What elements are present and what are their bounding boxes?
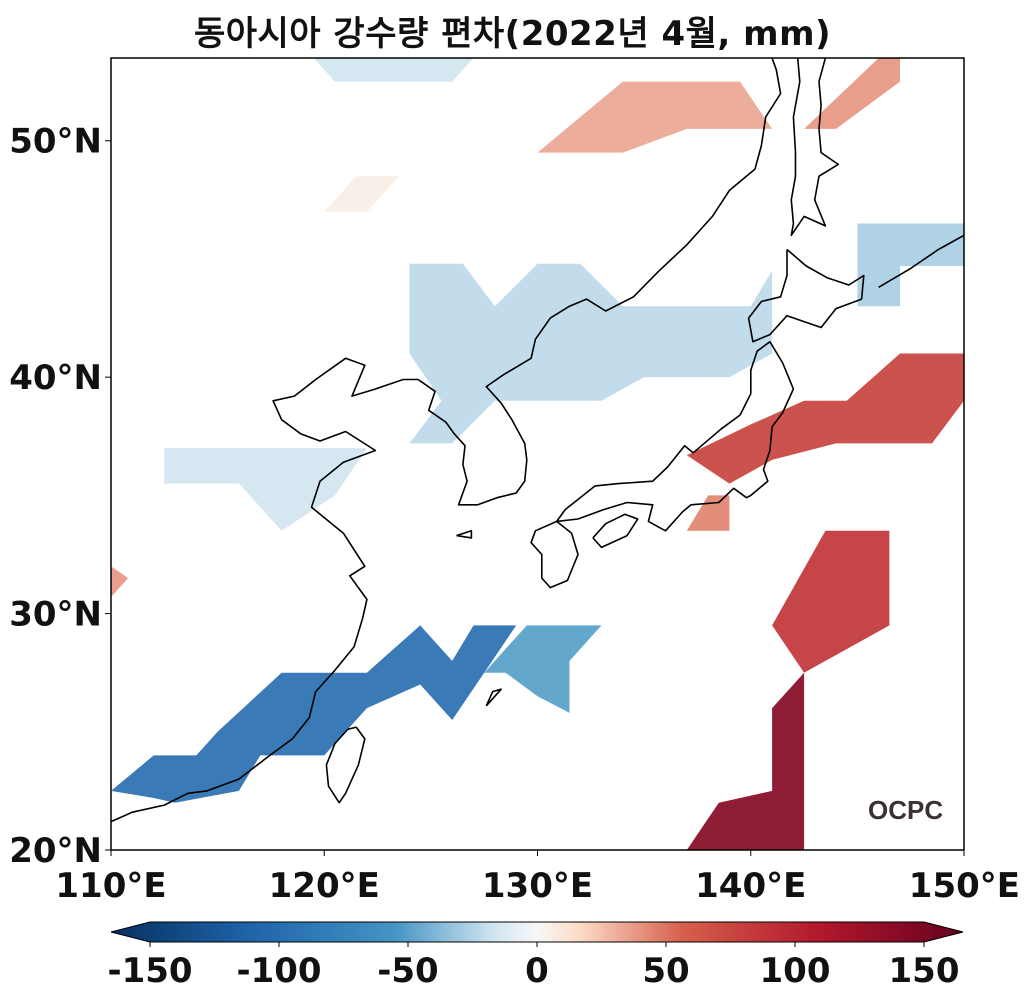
coastline-korea bbox=[417, 317, 551, 506]
coastline-china-coast bbox=[111, 357, 419, 823]
lon-tick-label: 120°E bbox=[269, 866, 380, 906]
anomaly-region-north-sea-blue bbox=[313, 58, 474, 82]
lon-tick-label: 140°E bbox=[695, 866, 806, 906]
colorbar-tick-labels: -150 -100 -50 0 50 100 150 bbox=[107, 942, 959, 991]
lat-tick-labels: 20°N 30°N 40°N 50°N bbox=[9, 122, 111, 871]
anomaly-region-pacific-east-red bbox=[772, 530, 890, 673]
colorbar-tick-label: 50 bbox=[642, 951, 689, 991]
anomaly-region-subtropical-red bbox=[686, 672, 805, 850]
coastline-sakhalin bbox=[790, 58, 840, 237]
coastline-taiwan bbox=[325, 726, 366, 804]
lon-tick-label: 150°E bbox=[909, 866, 1020, 906]
colorbar-tick-label: 0 bbox=[525, 951, 549, 991]
colorbar-tick-label: 100 bbox=[760, 951, 831, 991]
coastline-russia-coast bbox=[549, 58, 782, 319]
colorbar-bar bbox=[110, 921, 964, 943]
anomaly-region-south-china-blue bbox=[111, 625, 517, 803]
ocpc-logo: OCPC bbox=[868, 795, 944, 825]
anomaly-region-small-white-red bbox=[324, 176, 399, 212]
anomaly-region-ryukyu-blue bbox=[484, 625, 602, 713]
lat-tick-label: 40°N bbox=[9, 358, 102, 398]
lon-tick-label: 110°E bbox=[55, 866, 166, 906]
coastlines bbox=[111, 58, 964, 823]
lon-tick-label: 130°E bbox=[482, 866, 593, 906]
anomaly-region-west-edge-red bbox=[111, 566, 129, 597]
colorbar-tick-label: -100 bbox=[236, 951, 321, 991]
coastline-hokkaido bbox=[747, 248, 865, 343]
lat-tick-label: 30°N bbox=[9, 595, 102, 635]
anomaly-regions bbox=[111, 58, 964, 850]
colorbar: -150 -100 -50 0 50 100 150 bbox=[107, 921, 964, 991]
anomaly-region-hokkaido-east-blue bbox=[857, 223, 964, 307]
anomaly-region-sakhalin-red bbox=[804, 58, 900, 129]
coastline-kuril bbox=[878, 234, 964, 288]
coastline-jeju bbox=[456, 529, 473, 539]
coastline-shikoku bbox=[592, 513, 639, 549]
lat-tick-label: 50°N bbox=[9, 122, 102, 162]
anomaly-region-north-china-blue bbox=[164, 448, 367, 531]
coastline-okinawa bbox=[485, 688, 503, 707]
anomaly-region-okhotsk-red-band bbox=[537, 81, 773, 153]
anomaly-region-japan-north-red bbox=[686, 353, 964, 484]
colorbar-tick-label: -50 bbox=[377, 951, 438, 991]
anomaly-region-manchuria-korea-blue bbox=[409, 263, 773, 444]
colorbar-tick-label: 150 bbox=[889, 951, 960, 991]
colorbar-tick-label: -150 bbox=[107, 951, 192, 991]
coastline-honshu bbox=[555, 341, 795, 532]
coastline-kyushu bbox=[530, 520, 579, 589]
lat-tick-label: 20°N bbox=[9, 831, 102, 871]
anomaly-region-japan-south-red-small bbox=[686, 495, 730, 531]
lon-tick-labels: 110°E 120°E 130°E 140°E 150°E bbox=[55, 850, 1020, 906]
map-title: 동아시아 강수량 편차(2022년 4월, mm) bbox=[193, 14, 832, 54]
